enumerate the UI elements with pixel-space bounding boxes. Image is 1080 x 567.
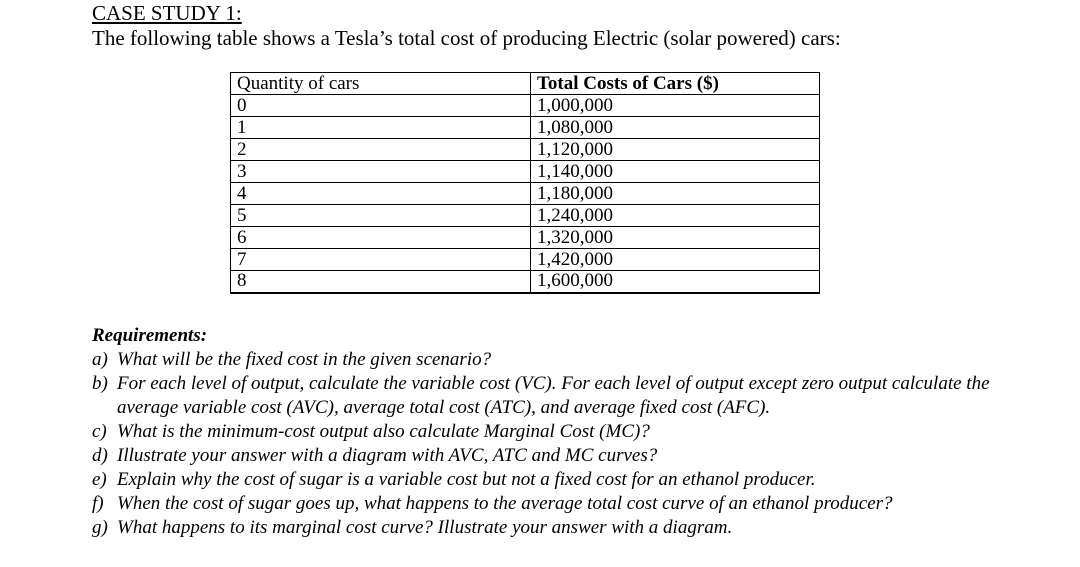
intro-text: The following table shows a Tesla’s tota… <box>92 26 841 50</box>
quantity-cell: 2 <box>230 138 531 161</box>
requirement-text: When the cost of sugar goes up, what hap… <box>117 493 893 514</box>
total-cost-cell: 1,000,000 <box>530 94 820 117</box>
total-cost-cell: 1,080,000 <box>530 116 820 139</box>
requirement-letter: a) <box>92 349 108 370</box>
table-header-row: Quantity of cars Total Costs of Cars ($) <box>230 72 820 95</box>
table-row: 8 1,600,000 <box>230 270 820 294</box>
requirement-letter: d) <box>92 445 108 466</box>
quantity-cell: 1 <box>230 116 531 139</box>
quantity-cell: 0 <box>230 94 531 117</box>
requirement-letter: g) <box>92 517 108 538</box>
total-cost-cell: 1,140,000 <box>530 160 820 183</box>
quantity-cell: 4 <box>230 182 531 205</box>
requirement-item: a) What will be the fixed cost in the gi… <box>92 348 1052 372</box>
total-cost-column-header: Total Costs of Cars ($) <box>530 72 820 95</box>
requirement-letter: b) <box>92 373 108 394</box>
total-cost-cell: 1,600,000 <box>530 270 820 294</box>
table-row: 7 1,420,000 <box>230 248 820 271</box>
requirement-text: What happens to its marginal cost curve?… <box>117 517 733 538</box>
table-row: 6 1,320,000 <box>230 226 820 249</box>
total-cost-cell: 1,320,000 <box>530 226 820 249</box>
quantity-cell: 3 <box>230 160 531 183</box>
requirement-item: b) For each level of output, calculate t… <box>92 372 1052 420</box>
requirement-item: f) When the cost of sugar goes up, what … <box>92 492 1052 516</box>
requirement-letter: f) <box>92 493 104 514</box>
total-cost-cell: 1,420,000 <box>530 248 820 271</box>
requirement-item: c) What is the minimum-cost output also … <box>92 420 1052 444</box>
requirement-item: d) Illustrate your answer with a diagram… <box>92 444 1052 468</box>
total-cost-cell: 1,180,000 <box>530 182 820 205</box>
table-row: 1 1,080,000 <box>230 116 820 139</box>
quantity-column-header: Quantity of cars <box>230 72 531 95</box>
table-row: 0 1,000,000 <box>230 94 820 117</box>
requirement-text: What will be the fixed cost in the given… <box>117 349 492 370</box>
table-row: 2 1,120,000 <box>230 138 820 161</box>
requirement-text: For each level of output, calculate the … <box>117 373 990 418</box>
quantity-cell: 6 <box>230 226 531 249</box>
total-cost-cell: 1,120,000 <box>530 138 820 161</box>
table-row: 4 1,180,000 <box>230 182 820 205</box>
requirement-letter: e) <box>92 469 107 490</box>
case-study-heading: CASE STUDY 1: <box>92 1 242 25</box>
requirement-text: Explain why the cost of sugar is a varia… <box>117 469 816 490</box>
table-row: 5 1,240,000 <box>230 204 820 227</box>
cost-table: Quantity of cars Total Costs of Cars ($)… <box>230 72 820 294</box>
requirement-item: g) What happens to its marginal cost cur… <box>92 516 1052 540</box>
quantity-cell: 5 <box>230 204 531 227</box>
requirements-title: Requirements: <box>92 325 208 346</box>
requirements-section: Requirements: a) What will be the fixed … <box>92 324 1052 540</box>
quantity-cell: 8 <box>230 270 531 294</box>
requirement-item: e) Explain why the cost of sugar is a va… <box>92 468 1052 492</box>
requirement-letter: c) <box>92 421 107 442</box>
requirement-text: What is the minimum-cost output also cal… <box>117 421 650 442</box>
quantity-cell: 7 <box>230 248 531 271</box>
total-cost-cell: 1,240,000 <box>530 204 820 227</box>
requirement-text: Illustrate your answer with a diagram wi… <box>117 445 658 466</box>
table-row: 3 1,140,000 <box>230 160 820 183</box>
